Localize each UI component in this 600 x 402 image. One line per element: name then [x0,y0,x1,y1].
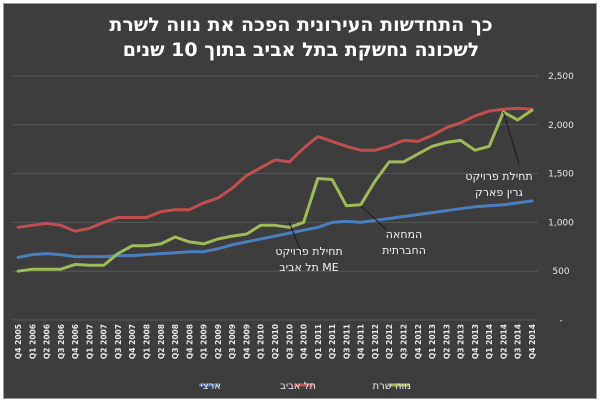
x-tick-label: Q1 2012 [371,324,380,359]
x-tick-label: Q4 2007 [128,324,137,359]
annotation-leader [360,205,388,231]
chart-title: כך התחדשות העירונית הפכה את נווה לשרת לש… [24,13,578,63]
x-tick-label: Q3 2006 [57,324,66,359]
x-tick-label: Q1 2014 [485,324,494,359]
chart-title-line-1: כך התחדשות העירונית הפכה את נווה לשרת [109,14,493,36]
x-tick-label: Q1 2011 [314,324,323,359]
x-tick-label: Q4 2008 [185,324,194,359]
x-tick-label: Q1 2009 [200,324,209,359]
x-tick-label: Q1 2010 [257,324,266,359]
legend-label: תל אביב [280,381,316,392]
x-tick-label: Q4 2010 [300,324,309,359]
y-tick-label: 2,000 [548,121,574,131]
x-tick-label: Q4 2011 [357,324,366,359]
x-tick-label: Q1 2013 [428,324,437,359]
x-tick-label: Q2 2012 [385,324,394,359]
annotation-label: החברתית [382,244,426,257]
x-tick-label: Q2 2011 [328,324,337,359]
x-tick-label: Q4 2014 [528,324,537,359]
x-tick-label: Q4 2012 [414,324,423,359]
x-tick-label: Q1 2007 [85,324,94,359]
x-tick-label: Q3 2014 [514,324,523,359]
chart-card: כך התחדשות העירונית הפכה את נווה לשרת לש… [3,3,597,399]
annotation-leader [502,111,520,165]
y-tick-label: 2,500 [548,72,574,82]
annotation-label: המחאה [386,228,422,241]
y-tick-label: 1,500 [548,170,574,180]
x-tick-label: Q1 2008 [143,324,152,359]
x-tick-label: Q3 2008 [171,324,180,359]
annotation-label: ME תל אביב [279,261,339,274]
x-tick-label: Q3 2013 [457,324,466,359]
y-tick-label: 500 [552,267,569,277]
x-tick-label: Q4 2009 [242,324,251,359]
x-tick-label: Q3 2009 [228,324,237,359]
x-tick-label: Q2 2010 [271,324,280,359]
annotation-label: תחילת פרויקט [465,170,532,183]
annotation-label: תחילת פרויקט [275,245,342,258]
x-tick-label: Q4 2005 [14,324,23,359]
x-tick-label: Q3 2010 [285,324,294,359]
x-tick-label: Q2 2014 [499,324,508,359]
legend-label: נווה שרת [373,381,411,392]
x-tick-label: Q2 2006 [43,324,52,359]
x-tick-label: Q3 2012 [400,324,409,359]
y-tick-label: 1,000 [548,218,574,228]
legend-label: ארצי [201,381,222,392]
x-tick-label: Q3 2007 [114,324,123,359]
x-tick-label: Q2 2007 [100,324,109,359]
line-chart: - 500 1,000 1,500 2,000 2,500 Q4 2005 Q1 2006 Q2… [12,72,574,392]
series-line [16,199,534,259]
x-tick-label: Q2 2009 [214,324,223,359]
x-tick-label: Q2 2008 [157,324,166,359]
x-tick-label: Q3 2011 [342,324,351,359]
x-tick-label: Q4 2006 [71,324,80,359]
series-line [16,108,534,273]
annotation-leader [288,222,303,255]
x-tick-label: Q2 2013 [442,324,451,359]
x-tick-label: Q4 2013 [471,324,480,359]
y-tick-label: - [559,316,562,326]
series-line [16,106,534,233]
annotation-label: גרין פארק [475,186,523,199]
x-tick-label: Q1 2006 [28,324,37,359]
chart-title-line-2: לשכונה נחשקת בתל אביב בתוך 10 שנים [122,39,480,61]
